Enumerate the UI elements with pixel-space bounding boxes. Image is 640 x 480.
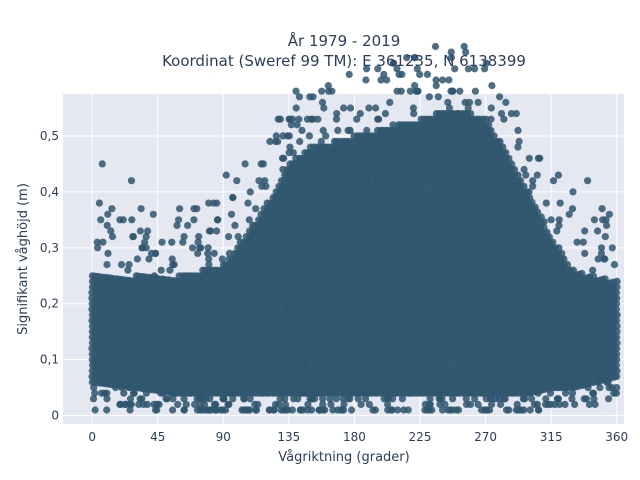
data-points — [88, 42, 621, 414]
